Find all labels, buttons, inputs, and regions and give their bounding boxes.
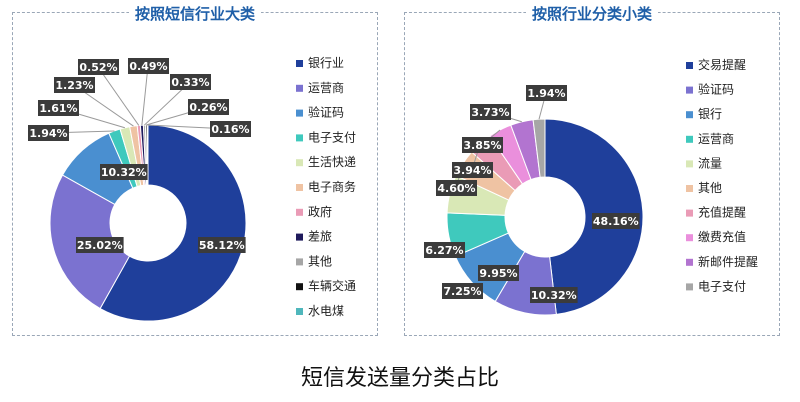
legend-swatch-1-0 bbox=[686, 62, 693, 69]
legend-swatch-1-6 bbox=[686, 209, 693, 217]
data-label-box-0-6 bbox=[78, 59, 119, 75]
data-label-box-1-5 bbox=[436, 180, 477, 196]
legend-label-0-6: 政府 bbox=[308, 204, 332, 219]
data-label-0-7: 0.49% bbox=[129, 60, 167, 73]
legend-label-1-2: 银行 bbox=[698, 107, 722, 121]
legend-label-0-1: 运营商 bbox=[308, 80, 344, 95]
data-label-box-0-7 bbox=[128, 58, 169, 74]
data-label-box-1-6 bbox=[452, 162, 493, 178]
data-label-1-2: 9.95% bbox=[479, 267, 517, 280]
data-label-box-1-0 bbox=[592, 213, 640, 229]
legend-swatch-1-4 bbox=[686, 160, 693, 168]
legend-label-0-3: 电子支付 bbox=[308, 130, 356, 144]
data-label-box-1-7 bbox=[462, 137, 503, 153]
data-label-0-6: 0.52% bbox=[79, 61, 117, 74]
legend-label-1-9: 电子支付 bbox=[698, 279, 746, 293]
legend-swatch-0-9 bbox=[296, 283, 303, 291]
legend-label-0-9: 车辆交通 bbox=[308, 278, 356, 293]
slice-1-9 bbox=[532, 118, 546, 178]
legend-swatch-0-7 bbox=[296, 233, 303, 241]
data-label-box-0-1 bbox=[76, 237, 124, 253]
data-label-0-10: 0.16% bbox=[211, 123, 249, 136]
chart-panel-industry-minor: 按照行业分类小类 bbox=[404, 5, 780, 336]
data-label-1-0: 48.16% bbox=[593, 215, 639, 228]
legend-label-1-8: 新邮件提醒 bbox=[698, 254, 758, 269]
legend-swatch-0-10 bbox=[296, 308, 303, 315]
data-label-box-0-2 bbox=[100, 164, 148, 180]
legend-swatch-0-6 bbox=[296, 208, 303, 216]
legend-swatch-1-8 bbox=[686, 258, 693, 266]
data-label-0-3: 1.94% bbox=[29, 127, 67, 140]
legend-swatch-1-3 bbox=[686, 135, 693, 143]
data-label-1-3: 7.25% bbox=[443, 285, 481, 298]
legend-swatch-0-2 bbox=[296, 109, 303, 117]
legend-swatch-1-9 bbox=[686, 283, 693, 291]
legend-swatch-0-0 bbox=[296, 60, 303, 67]
data-label-1-9: 1.94% bbox=[527, 87, 565, 100]
data-label-1-7: 3.85% bbox=[463, 139, 501, 152]
legend-label-0-0: 银行业 bbox=[308, 56, 344, 70]
legend-label-0-8: 其他 bbox=[308, 254, 332, 268]
legend-label-1-4: 流量 bbox=[698, 156, 722, 170]
data-label-box-0-3 bbox=[28, 125, 69, 141]
data-label-0-2: 10.32% bbox=[101, 166, 147, 179]
data-label-1-8: 3.73% bbox=[471, 106, 509, 119]
data-label-box-0-5 bbox=[54, 77, 95, 93]
data-label-box-0-8 bbox=[170, 74, 211, 90]
legend-label-0-2: 验证码 bbox=[308, 105, 344, 120]
data-label-box-1-9 bbox=[526, 85, 567, 101]
data-label-1-1: 10.32% bbox=[531, 289, 577, 302]
legend-label-1-7: 缴费充值 bbox=[698, 229, 746, 244]
slice-0-0 bbox=[99, 124, 247, 322]
data-label-box-0-0 bbox=[198, 237, 246, 253]
data-label-box-0-9 bbox=[188, 99, 229, 115]
legend-swatch-0-4 bbox=[296, 159, 303, 167]
figure-caption: 短信发送量分类占比 bbox=[300, 366, 499, 391]
data-label-box-1-8 bbox=[470, 104, 511, 120]
data-label-0-8: 0.33% bbox=[171, 76, 209, 89]
data-label-box-1-3 bbox=[442, 283, 483, 299]
chart-title-minor: 按照行业分类小类 bbox=[405, 3, 779, 24]
data-label-0-1: 25.02% bbox=[77, 239, 123, 252]
data-label-box-0-4 bbox=[38, 100, 79, 116]
legend-label-1-5: 其他 bbox=[698, 181, 722, 195]
legend-swatch-1-1 bbox=[686, 86, 693, 94]
data-label-box-1-2 bbox=[478, 265, 519, 281]
legend-swatch-0-1 bbox=[296, 84, 303, 92]
chart-panel-industry-major: 按照短信行业大类 bbox=[12, 5, 378, 336]
data-label-0-4: 1.61% bbox=[39, 102, 77, 115]
data-label-box-0-10 bbox=[210, 121, 251, 137]
data-label-0-9: 0.26% bbox=[189, 101, 227, 114]
data-label-1-5: 4.60% bbox=[437, 182, 475, 195]
data-label-1-4: 6.27% bbox=[425, 244, 463, 257]
data-label-0-0: 58.12% bbox=[199, 239, 245, 252]
leader-0-7 bbox=[141, 65, 149, 126]
legend-swatch-0-3 bbox=[296, 134, 303, 142]
legend-label-1-6: 充值提醒 bbox=[698, 205, 746, 220]
legend-label-1-3: 运营商 bbox=[698, 131, 734, 146]
data-label-box-1-1 bbox=[530, 287, 578, 303]
legend-label-1-0: 交易提醒 bbox=[698, 57, 746, 72]
legend-label-0-7: 差旅 bbox=[308, 230, 332, 244]
data-label-0-5: 1.23% bbox=[55, 79, 93, 92]
legend-label-1-1: 验证码 bbox=[698, 82, 734, 97]
data-label-box-1-4 bbox=[424, 242, 465, 258]
legend-swatch-1-5 bbox=[686, 185, 693, 192]
legend-swatch-1-2 bbox=[686, 111, 693, 119]
legend-swatch-0-8 bbox=[296, 258, 303, 266]
legend-label-0-10: 水电煤 bbox=[308, 304, 344, 318]
legend-label-0-5: 电子商务 bbox=[308, 179, 356, 194]
legend-label-0-4: 生活快递 bbox=[308, 155, 356, 169]
chart-title-major: 按照短信行业大类 bbox=[13, 3, 377, 24]
leader-0-6 bbox=[97, 66, 140, 126]
data-label-1-6: 3.94% bbox=[453, 164, 491, 177]
legend-swatch-0-5 bbox=[296, 184, 303, 191]
legend-swatch-1-7 bbox=[686, 234, 693, 242]
